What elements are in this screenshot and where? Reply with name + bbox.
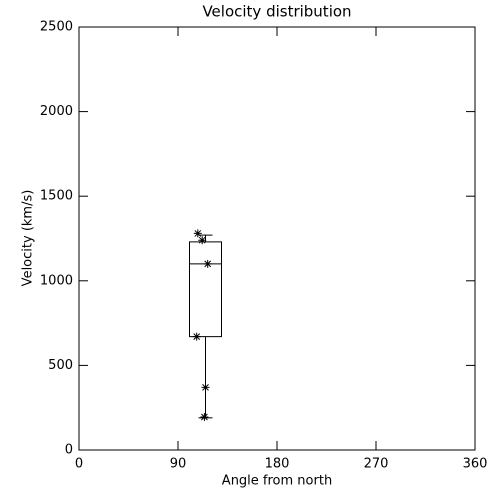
y-tick-label: 500 — [48, 358, 73, 373]
y-axis-label: Velocity (km/s) — [21, 190, 36, 287]
x-axis-label: Angle from north — [222, 474, 332, 489]
x-tick-label: 180 — [265, 457, 290, 472]
x-tick-label: 0 — [75, 457, 83, 472]
point — [200, 413, 209, 422]
point — [198, 236, 207, 245]
point — [201, 383, 210, 392]
x-tick-label: 90 — [170, 457, 187, 472]
y-tick-label: 1500 — [40, 189, 73, 204]
y-tick-label: 0 — [65, 443, 73, 458]
y-tick-label: 2500 — [40, 20, 73, 35]
x-tick-label: 360 — [463, 457, 488, 472]
point — [192, 332, 201, 341]
x-tick-label: 270 — [364, 457, 389, 472]
box — [189, 241, 222, 338]
y-tick-label: 1000 — [40, 273, 73, 288]
y-tick-label: 2000 — [40, 104, 73, 119]
point — [203, 259, 212, 268]
point — [193, 229, 202, 238]
chart-title: Velocity distribution — [202, 3, 351, 21]
